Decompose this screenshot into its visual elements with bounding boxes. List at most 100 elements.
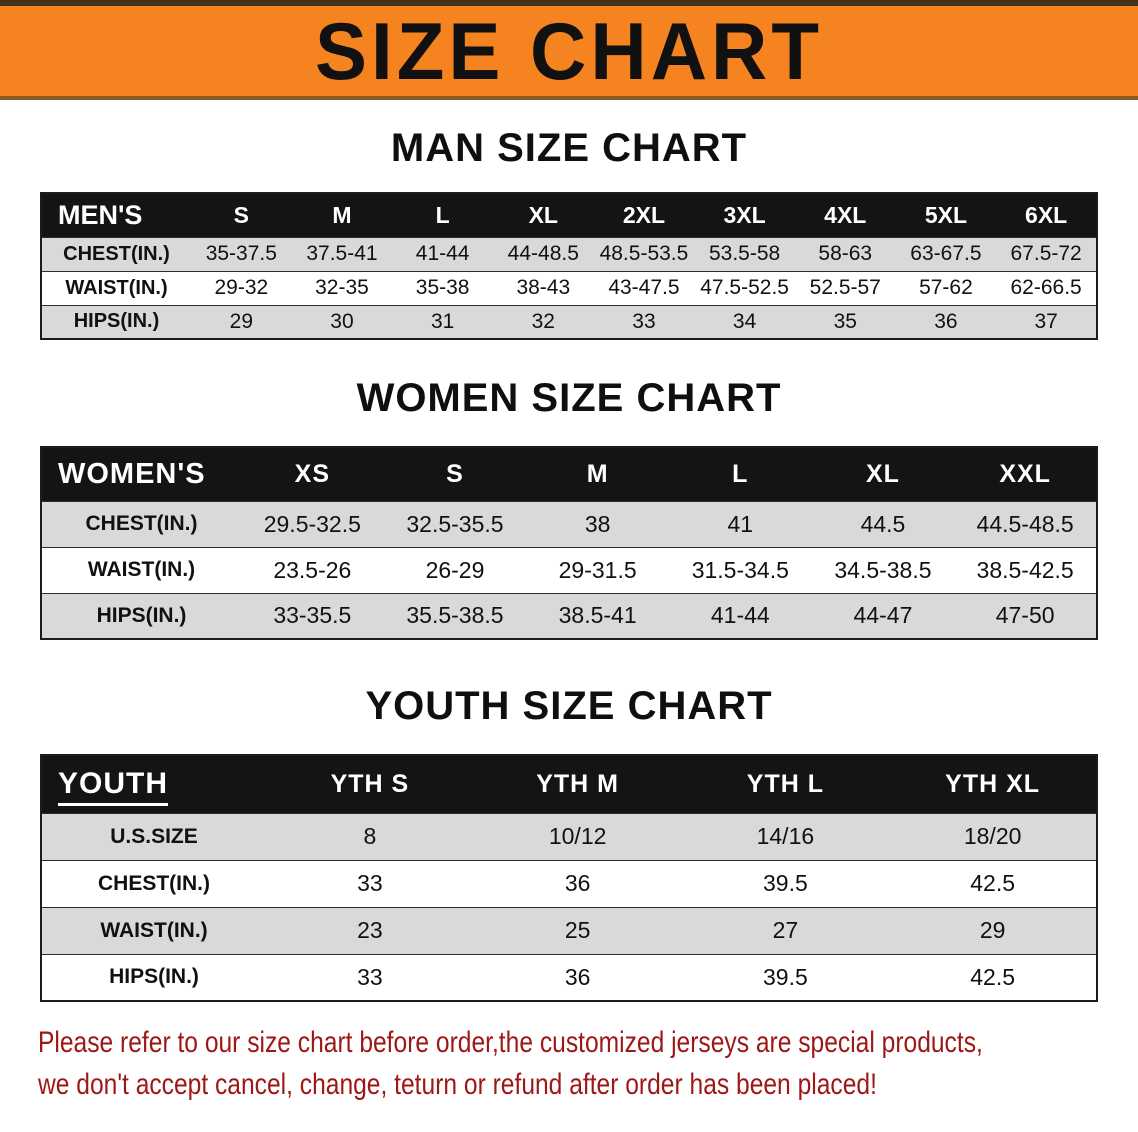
measurement-value: 32-35: [315, 276, 369, 299]
table-title-cell: YOUTH: [41, 755, 266, 813]
measurement-value: 27: [772, 917, 799, 943]
measurement-value: 42.5: [970, 870, 1015, 896]
size-column-header: 3XL: [694, 193, 795, 237]
size-column-header: XL: [811, 447, 955, 501]
size-column-header: 2XL: [593, 193, 695, 237]
youth-section: YOUTH SIZE CHART YOUTH YTH S YTH M YTH L YTH…: [0, 684, 1138, 1002]
table-header-row: WOMEN'S XS S M L XL XXL: [41, 447, 1097, 501]
footer-note: Please refer to our size chart before or…: [38, 1022, 1138, 1106]
table-body: U.S.SIZE 8 10/12 14/16 18/20 CHEST(IN.) 33 36 39…: [41, 813, 1097, 1001]
measurement-label: CHEST(IN.): [85, 512, 198, 535]
size-column-header: YTH S: [266, 755, 474, 813]
measurement-value: 29: [229, 309, 253, 333]
youth-section-heading: YOUTH SIZE CHART: [365, 684, 773, 728]
measurement-value: 38-43: [516, 276, 571, 299]
women-size-table: WOMEN'S XS S M L XL XXL CHEST(IN.) 29.5-32.5 32.5…: [40, 446, 1098, 640]
measurement-value: 67.5-72: [1010, 242, 1082, 265]
size-column-header: XL: [492, 193, 594, 237]
measurement-row: HIPS(IN.) 29 30 31 32 33 34 35 36 37: [41, 305, 1097, 339]
measurement-value: 23: [357, 917, 383, 943]
table-body: CHEST(IN.) 35-37.5 37.5-41 41-44 44-48.5 48.5…: [41, 237, 1097, 339]
size-column-header: XXL: [954, 447, 1097, 501]
measurement-value: 63-67.5: [910, 242, 982, 265]
measurement-value: 58-63: [818, 242, 873, 265]
measurement-value: 33: [632, 309, 656, 333]
size-column-header: S: [383, 447, 527, 501]
measurement-value: 31.5-34.5: [691, 556, 789, 583]
measurement-label: HIPS(IN.): [109, 965, 199, 989]
measurement-value: 38.5-42.5: [976, 556, 1074, 583]
measurement-value: 42.5: [970, 963, 1015, 990]
measurement-value: 41-44: [710, 602, 770, 629]
measurement-value: 62-66.5: [1010, 276, 1082, 299]
measurement-row: WAIST(IN.) 23.5-26 26-29 29-31.5 31.5-34.5 34…: [41, 547, 1097, 593]
measurement-value: 44-48.5: [507, 242, 579, 265]
measurement-value: 44.5: [860, 510, 906, 537]
measurement-label: U.S.SIZE: [110, 824, 198, 848]
measurement-row: WAIST(IN.) 29-32 32-35 35-38 38-43 43-47.5 47.…: [41, 271, 1097, 305]
men-section: MAN SIZE CHART MEN'S S M L XL 2XL 3XL 4XL 5XL 6XL…: [0, 126, 1138, 340]
size-chart-page: SIZE CHART MAN SIZE CHART MEN'S S M L XL 2XL 3…: [0, 0, 1138, 1106]
measurement-value: 32.5-35.5: [406, 510, 504, 537]
measurement-value: 37: [1034, 309, 1058, 333]
measurement-value: 34: [732, 309, 757, 333]
measurement-value: 52.5-57: [809, 276, 881, 299]
measurement-value: 35.5-38.5: [406, 602, 504, 629]
measurement-row: CHEST(IN.) 33 36 39.5 42.5: [41, 860, 1097, 907]
measurement-label: CHEST(IN.): [63, 242, 170, 265]
measurement-label: WAIST(IN.): [65, 276, 168, 299]
measurement-value: 44-47: [853, 602, 913, 629]
measurement-value: 35-38: [415, 276, 470, 299]
measurement-value: 36: [934, 309, 958, 333]
measurement-value: 30: [330, 309, 354, 333]
measurement-row: U.S.SIZE 8 10/12 14/16 18/20: [41, 813, 1097, 860]
measurement-value: 57-62: [919, 276, 973, 299]
banner: SIZE CHART: [0, 0, 1138, 100]
size-column-header: 4XL: [794, 193, 896, 237]
table-title-text: YOUTH: [58, 767, 168, 807]
women-section-heading: WOMEN SIZE CHART: [356, 376, 782, 420]
note-line-1: Please refer to our size chart before or…: [38, 1026, 983, 1059]
measurement-value: 35-37.5: [205, 242, 277, 265]
measurement-label: WAIST(IN.): [87, 558, 196, 581]
measurement-row: HIPS(IN.) 33-35.5 35.5-38.5 38.5-41 41-44 44-…: [41, 593, 1097, 639]
table-title-text: WOMEN'S: [58, 457, 206, 490]
table-head: WOMEN'S XS S M L XL XXL: [41, 447, 1097, 501]
measurement-value: 36: [564, 963, 591, 990]
size-column-header: XS: [241, 447, 384, 501]
measurement-value: 18/20: [963, 823, 1022, 849]
youth-size-table: YOUTH YTH S YTH M YTH L YTH XL U.S.SIZE 8 10/12…: [40, 754, 1098, 1002]
table-body: CHEST(IN.) 29.5-32.5 32.5-35.5 38 41 44.5 44.5…: [41, 501, 1097, 639]
table-title-cell: MEN'S: [41, 193, 191, 237]
measurement-value: 44.5-48.5: [976, 510, 1074, 537]
measurement-value: 36: [564, 870, 591, 896]
note-line-2: we don't accept cancel, change, teturn o…: [38, 1068, 877, 1101]
measurement-value: 39.5: [762, 963, 808, 990]
measurement-value: 47.5-52.5: [700, 276, 789, 299]
measurement-value: 34.5-38.5: [834, 556, 932, 583]
size-column-header: M: [526, 447, 669, 501]
women-section: WOMEN SIZE CHART WOMEN'S XS S M L XL XXL CHEST(…: [0, 376, 1138, 640]
measurement-value: 41: [727, 510, 754, 537]
measurement-row: CHEST(IN.) 35-37.5 37.5-41 41-44 44-48.5 48.5…: [41, 237, 1097, 271]
measurement-label: HIPS(IN.): [96, 603, 187, 627]
measurement-value: 37.5-41: [306, 242, 378, 265]
measurement-value: 32: [531, 309, 555, 333]
size-column-header: YTH XL: [889, 755, 1097, 813]
measurement-value: 14/16: [756, 823, 815, 849]
measurement-value: 43-47.5: [608, 276, 680, 299]
measurement-row: CHEST(IN.) 29.5-32.5 32.5-35.5 38 41 44.5 44.5…: [41, 501, 1097, 547]
table-head: MEN'S S M L XL 2XL 3XL 4XL 5XL 6XL: [41, 193, 1097, 237]
measurement-label: CHEST(IN.): [98, 871, 210, 895]
men-section-heading: MAN SIZE CHART: [390, 126, 748, 170]
measurement-value: 29.5-32.5: [263, 510, 361, 537]
measurement-value: 38.5-41: [558, 602, 637, 629]
measurement-value: 31: [430, 309, 455, 333]
measurement-row: WAIST(IN.) 23 25 27 29: [41, 907, 1097, 954]
men-size-table: MEN'S S M L XL 2XL 3XL 4XL 5XL 6XL CHEST(IN.) 35-37…: [40, 192, 1098, 340]
measurement-value: 33: [357, 963, 383, 990]
size-column-header: 5XL: [895, 193, 997, 237]
measurement-value: 29: [979, 917, 1006, 943]
page-title: SIZE CHART: [315, 5, 823, 97]
size-column-header: L: [392, 193, 493, 237]
